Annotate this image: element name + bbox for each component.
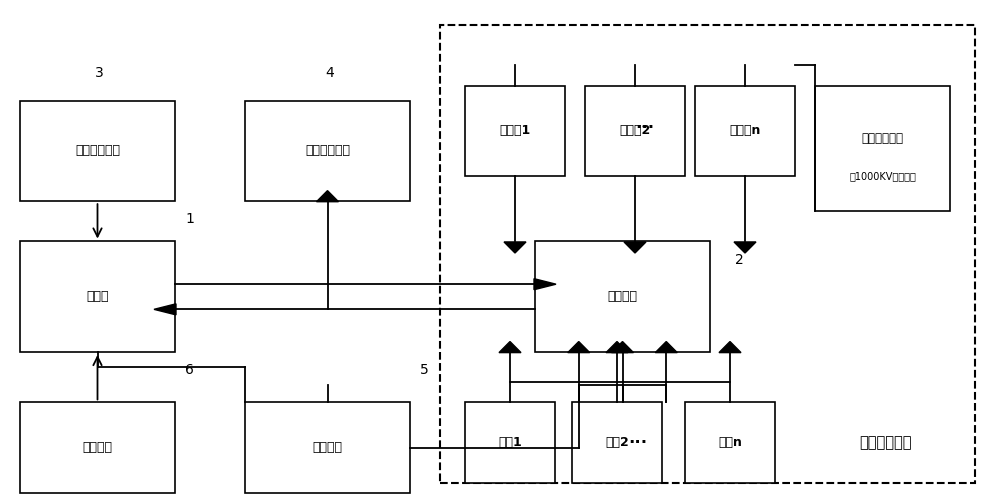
Polygon shape (719, 342, 741, 353)
Polygon shape (316, 191, 338, 202)
FancyBboxPatch shape (815, 86, 950, 211)
FancyBboxPatch shape (465, 86, 565, 176)
Polygon shape (499, 342, 521, 353)
Text: 1: 1 (185, 212, 194, 226)
FancyBboxPatch shape (465, 402, 555, 483)
Text: 执行模块: 执行模块 (608, 290, 638, 303)
Text: 4: 4 (325, 66, 334, 80)
Text: 高压试验电源: 高压试验电源 (862, 132, 904, 145)
Text: （1000KV及以下）: （1000KV及以下） (849, 171, 916, 181)
Polygon shape (568, 342, 590, 353)
Text: 控制器: 控制器 (86, 290, 109, 303)
Polygon shape (624, 242, 646, 253)
Text: 电源模块: 电源模块 (82, 441, 112, 454)
Polygon shape (504, 242, 526, 253)
Text: ···: ··· (628, 434, 648, 452)
FancyBboxPatch shape (20, 402, 175, 493)
Text: 试验品2: 试验品2 (619, 124, 651, 137)
Text: 保护模块: 保护模块 (312, 441, 342, 454)
Text: 2: 2 (735, 253, 744, 267)
Polygon shape (154, 304, 176, 315)
FancyBboxPatch shape (20, 241, 175, 352)
Polygon shape (534, 279, 556, 290)
FancyBboxPatch shape (585, 86, 685, 176)
Text: 仪器1: 仪器1 (498, 436, 522, 449)
Polygon shape (612, 342, 634, 353)
Polygon shape (655, 342, 677, 353)
FancyBboxPatch shape (20, 101, 175, 201)
FancyBboxPatch shape (685, 402, 775, 483)
Polygon shape (734, 242, 756, 253)
FancyBboxPatch shape (245, 101, 410, 201)
Text: 试验回路组合: 试验回路组合 (859, 435, 911, 450)
FancyBboxPatch shape (695, 86, 795, 176)
FancyBboxPatch shape (572, 402, 662, 483)
Text: 选择按键模块: 选择按键模块 (75, 144, 120, 157)
FancyBboxPatch shape (245, 402, 410, 493)
Text: 仪器n: 仪器n (718, 436, 742, 449)
Text: ···: ··· (635, 119, 655, 137)
Text: 仪器2: 仪器2 (605, 436, 629, 449)
Text: 3: 3 (95, 66, 104, 80)
FancyBboxPatch shape (535, 241, 710, 352)
Text: 5: 5 (420, 363, 429, 377)
Text: 6: 6 (185, 363, 194, 377)
Text: 试验品1: 试验品1 (499, 124, 531, 137)
Polygon shape (606, 342, 628, 353)
Text: 反馈隔离模块: 反馈隔离模块 (305, 144, 350, 157)
Text: 试验品n: 试验品n (729, 124, 761, 137)
